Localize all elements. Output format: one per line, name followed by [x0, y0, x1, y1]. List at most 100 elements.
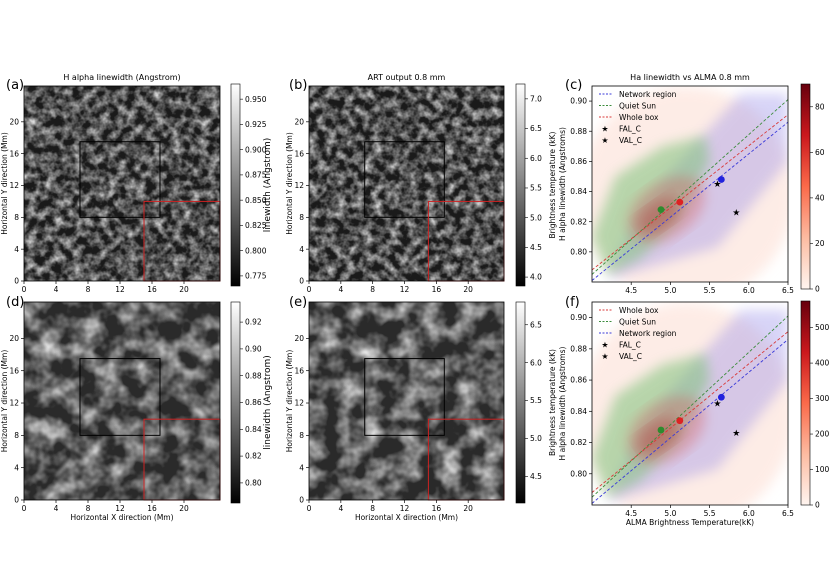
x-tick-label: 12	[400, 285, 410, 294]
colorbar-tick-label: 60	[815, 148, 825, 157]
chart-title: ART output 0.8 mm	[368, 73, 446, 82]
y-tick-label: 0	[299, 496, 304, 505]
colorbar-tick-label: 20	[815, 239, 825, 248]
legend-label: Network region	[619, 329, 677, 338]
panel-c: (c)Ha linewidth vs ALMA 0.8 mm★★Network …	[558, 73, 825, 295]
colorbar-tick-label: 0.850	[245, 196, 267, 205]
colorbar-label: linewidth (Angstrom)	[263, 138, 273, 233]
y-tick-label: 0.84	[570, 187, 587, 196]
FAL_C-star-marker: ★	[732, 209, 740, 219]
whole-box-mean-point	[676, 198, 684, 206]
colorbar-tick-label: 0.925	[245, 120, 267, 129]
x-tick-label: 20	[463, 504, 473, 513]
x-tick-label: 0	[307, 285, 312, 294]
colorbar-tick-label: 6.5	[530, 124, 542, 133]
panel-label: (e)	[289, 295, 307, 310]
x-tick-label: 4.5	[625, 509, 637, 518]
VAL_C-star-marker: ★	[713, 400, 721, 410]
colorbar-tick-label: 5.0	[530, 213, 542, 222]
heatmap-image	[309, 86, 504, 281]
y-tick-label: 4	[14, 245, 19, 254]
FAL_C-star-marker: ★	[732, 429, 740, 439]
chart-title: H alpha linewidth (Angstrom)	[63, 73, 180, 82]
colorbar-tick-label: 0.84	[245, 425, 262, 434]
colorbar-tick-label: 40	[815, 193, 825, 202]
heatmap-image	[309, 302, 504, 500]
y-axis-label: Horizontal Y direction (Mm)	[0, 132, 9, 235]
colorbar-tick-label: 0.900	[245, 145, 267, 154]
plot-frame	[308, 85, 505, 282]
panel-label: (b)	[289, 78, 307, 93]
heatmap-image	[24, 86, 220, 281]
colorbar	[515, 301, 526, 504]
x-tick-label: 0	[22, 285, 27, 294]
legend-label: FAL_C	[619, 340, 641, 349]
colorbar-tick-label: 200	[815, 430, 830, 439]
colorbar-label: linewidth (Angstrom)	[263, 355, 273, 450]
fit-line-whole-box	[592, 114, 788, 271]
panel-label: (a)	[6, 78, 24, 93]
x-tick-label: 12	[115, 285, 125, 294]
colorbar-tick-label: 4.0	[530, 273, 542, 282]
legend-star-icon: ★	[601, 136, 608, 145]
y-tick-label: 12	[294, 399, 304, 408]
network-mean-point	[717, 393, 725, 401]
plot-frame	[591, 301, 789, 506]
colorbar-tick-label: 0	[815, 501, 820, 510]
x-tick-label: 8	[86, 504, 91, 513]
colorbar-tick-label: 4.5	[530, 243, 542, 252]
y-tick-label: 0.90	[570, 97, 587, 106]
heatmap-image	[24, 302, 220, 500]
legend-label: VAL_C	[619, 352, 642, 361]
colorbar-tick-label: 0.825	[245, 221, 267, 230]
y-tick-label: 12	[294, 181, 304, 190]
x-axis-label: Horizontal X direction (Mm)	[355, 513, 458, 522]
plot-frame	[23, 301, 221, 501]
x-tick-label: 6.5	[782, 286, 794, 295]
panel-b: (b)ART output 0.8 mm0 4 8 12 16 20048121620Ho…	[285, 73, 557, 294]
x-tick-label: 20	[179, 285, 189, 294]
colorbar	[800, 300, 811, 506]
y-tick-label: 8	[14, 213, 19, 222]
colorbar	[230, 83, 241, 287]
x-tick-label: 20	[179, 504, 189, 513]
y-tick-label: 20	[9, 117, 19, 126]
network-mean-point	[717, 176, 725, 183]
plot-frame	[23, 85, 221, 282]
legend-label: FAL_C	[619, 124, 641, 133]
colorbar-label: Brightness temperature (kK)	[548, 131, 557, 238]
x-tick-label: 4	[338, 285, 343, 294]
y-tick-label: 0.88	[570, 127, 587, 136]
plot-frame	[591, 85, 789, 283]
fit-line-network-region	[592, 339, 788, 504]
legend: Network region Quiet Sun Whole box ★ FAL_C ★ V…	[599, 90, 677, 145]
colorbar-tick-label: 0.82	[245, 452, 262, 461]
colorbar-tick-label: 0	[815, 285, 820, 294]
quiet-sun-box	[79, 358, 161, 436]
x-tick-label: 5.5	[704, 509, 716, 518]
x-tick-label: 5.5	[704, 286, 716, 295]
y-tick-label: 12	[9, 181, 19, 190]
legend-star-icon: ★	[601, 352, 608, 361]
y-tick-label: 0.84	[570, 407, 587, 416]
y-tick-label: 4	[299, 245, 304, 254]
y-tick-label: 0.88	[570, 344, 587, 353]
colorbar-tick-label: 100	[815, 465, 830, 474]
colorbar-tick-label: 0.800	[245, 246, 267, 255]
x-tick-label: 16	[147, 285, 157, 294]
y-tick-label: 0.80	[570, 247, 587, 256]
x-tick-label: 4	[54, 504, 59, 513]
y-tick-label: 0	[299, 277, 304, 286]
y-tick-label: 0.80	[570, 469, 587, 478]
panel-f: (f) ★ ★ Whole box Quiet Sun Network region ★ FA…	[558, 295, 830, 527]
colorbar-label: Brightness temperature (kK)	[548, 349, 557, 456]
colorbar-tick-label: 6.0	[530, 154, 542, 163]
colorbar-tick-label: 0.950	[245, 95, 267, 104]
y-tick-label: 0	[14, 496, 19, 505]
y-axis-label: H alpha linewidth (Angstroms)	[558, 127, 567, 241]
y-tick-label: 20	[294, 117, 304, 126]
y-tick-label: 8	[299, 431, 304, 440]
x-tick-label: 5.0	[664, 286, 676, 295]
y-axis-label: Horizontal Y direction (Mm)	[285, 350, 294, 453]
